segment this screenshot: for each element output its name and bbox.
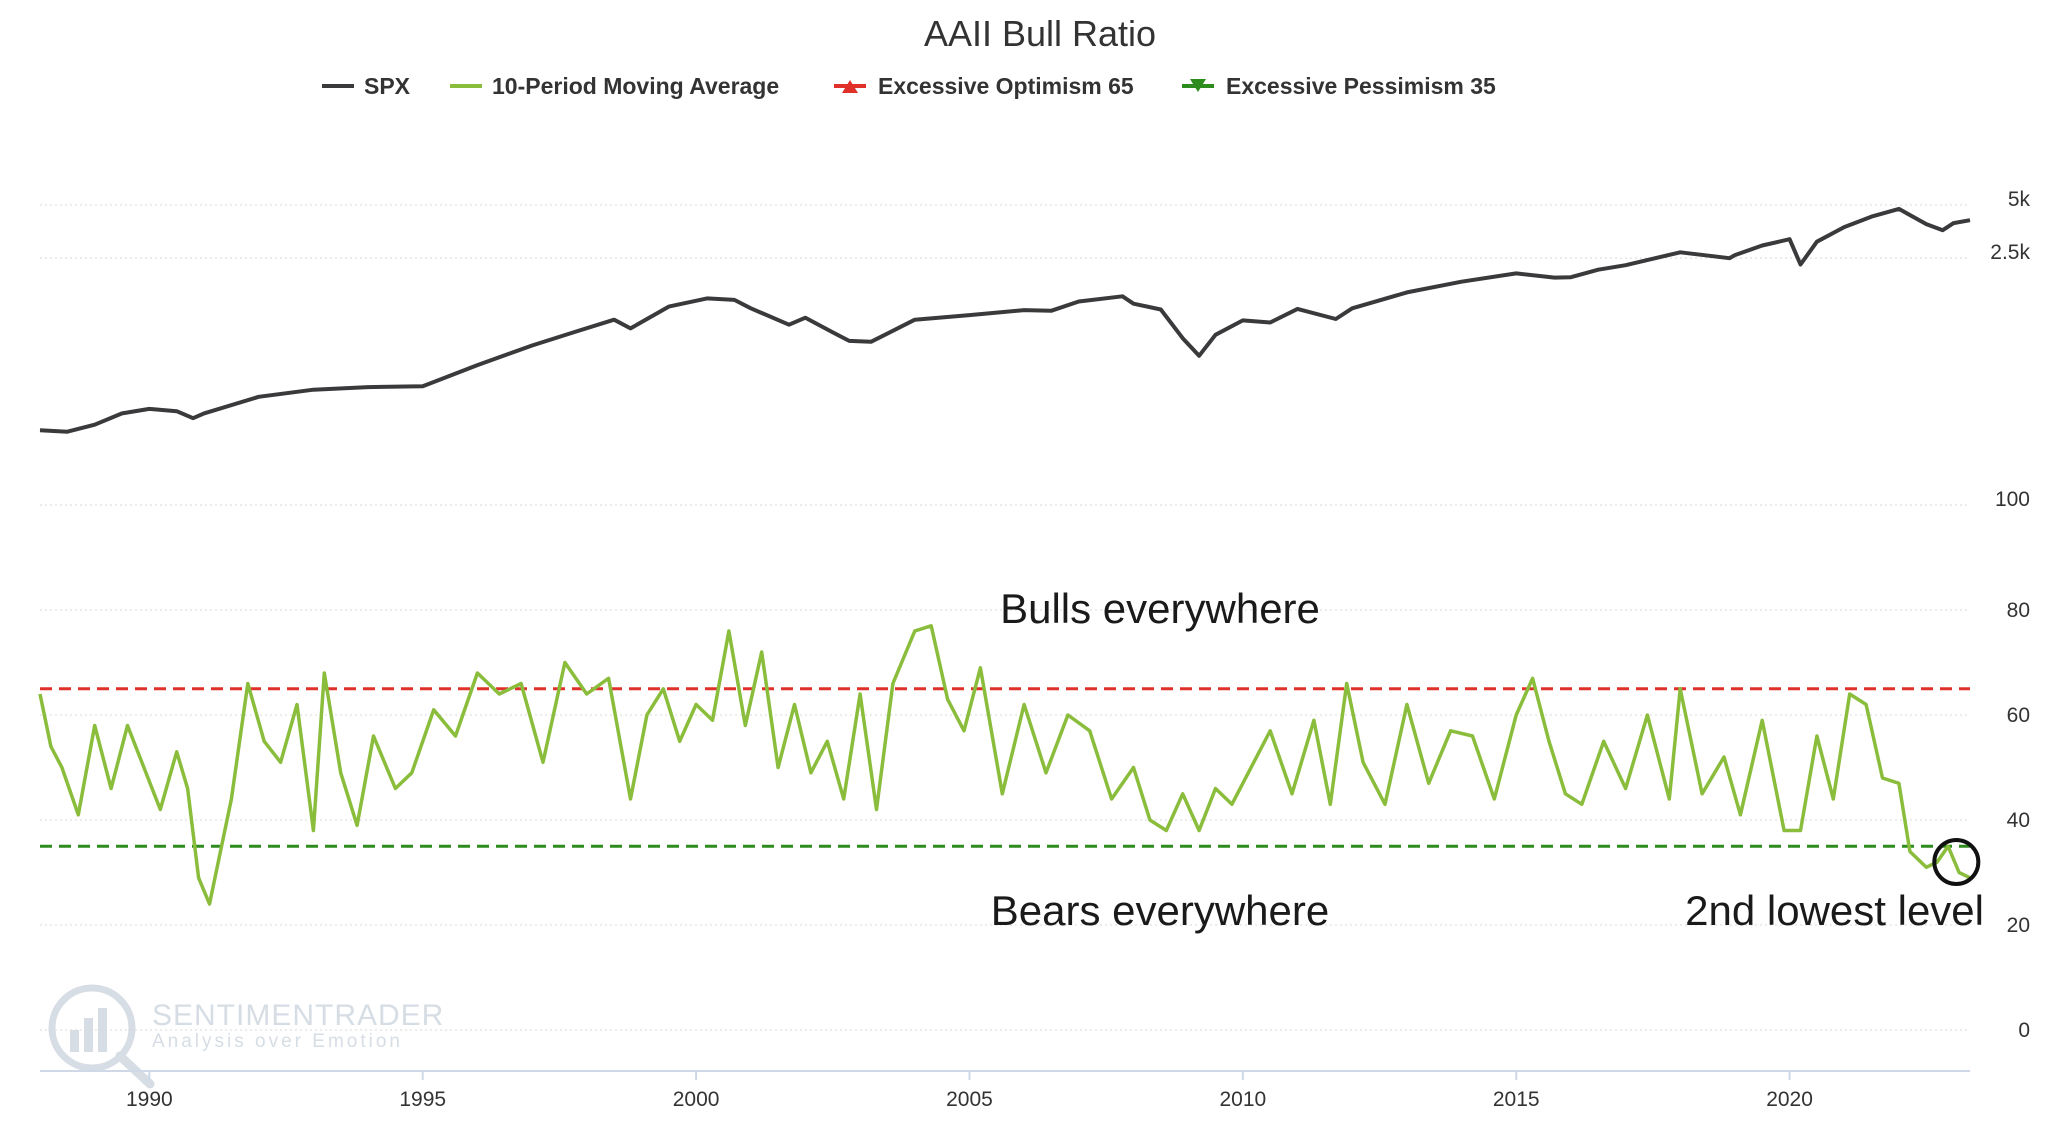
ratio-y-tick-label: 20: [2007, 914, 2030, 937]
legend-label-moving-average: 10-Period Moving Average: [492, 73, 779, 99]
annotation-bulls: Bulls everywhere: [1000, 585, 1320, 632]
annotation-bears: Bears everywhere: [991, 887, 1329, 934]
x-axis-tick-label: 1995: [399, 1088, 446, 1111]
spx-y-tick-label: 2.5k: [1990, 241, 2030, 264]
spx-y-tick-label: 5k: [2008, 188, 2031, 211]
magnifier-logo-icon: [48, 984, 136, 1072]
legend-label-spx: SPX: [364, 73, 411, 99]
spx-series-line: [39, 206, 1971, 434]
ratio-y-tick-label: 0: [2018, 1019, 2030, 1042]
logo-bar-icon: [84, 1018, 93, 1052]
watermark: SENTIMENTRADER Analysis over Emotion: [48, 984, 444, 1089]
legend-item-optimism[interactable]: Excessive Optimism 65: [834, 73, 1134, 99]
ratio-y-tick-label: 40: [2007, 809, 2030, 832]
moving-average-series-line: [38, 624, 1971, 906]
axes: 5k 2.5k 100 0 20 40 60 80 1990 1995 2000 2005 2010 20…: [40, 188, 2030, 1111]
triangle-up-icon: [842, 80, 858, 93]
chart-title: AAII Bull Ratio: [924, 13, 1156, 54]
low-level-highlight-circle: [1932, 838, 1981, 886]
x-axis-tick-label: 2010: [1219, 1088, 1266, 1111]
spx-y-tick-label: 100: [1995, 488, 2030, 511]
watermark-tagline: Analysis over Emotion: [152, 1031, 403, 1052]
legend-item-moving-average[interactable]: 10-Period Moving Average: [450, 73, 779, 99]
x-axis-tick-label: 2015: [1493, 1088, 1540, 1111]
triangle-down-icon: [1190, 79, 1206, 92]
x-axis-tick-label: 2005: [946, 1088, 993, 1111]
grid-lines: [40, 204, 1970, 1031]
legend-label-pessimism: Excessive Pessimism 35: [1226, 73, 1496, 99]
legend-item-spx[interactable]: SPX: [322, 73, 411, 99]
ratio-y-tick-label: 80: [2007, 599, 2030, 622]
logo-bar-icon: [98, 1008, 107, 1052]
annotation-low-level: 2nd lowest level: [1685, 887, 1984, 934]
x-axis-tick-label: 1990: [126, 1088, 173, 1111]
watermark-brand: SENTIMENTRADER: [152, 999, 444, 1032]
legend: SPX 10-Period Moving Average Excessive O…: [322, 73, 1496, 99]
x-axis-tick-label: 2000: [673, 1088, 720, 1111]
ratio-y-tick-label: 60: [2007, 704, 2030, 727]
series-lines: [38, 206, 1971, 906]
x-axis-tick-label: 2020: [1766, 1088, 1813, 1111]
legend-label-optimism: Excessive Optimism 65: [878, 73, 1134, 99]
logo-bar-icon: [70, 1030, 79, 1052]
legend-item-pessimism[interactable]: Excessive Pessimism 35: [1182, 73, 1496, 99]
